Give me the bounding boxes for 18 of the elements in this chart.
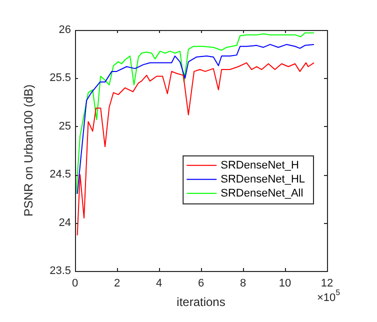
x-tick-label: 8: [240, 278, 246, 290]
legend-label: SRDenseNet_All: [220, 187, 304, 200]
x-tick-label: 6: [198, 278, 204, 290]
x-tick-label: 2: [114, 278, 120, 290]
x-tick-label: 10: [278, 278, 292, 290]
x-tick-label: 0: [72, 278, 78, 290]
y-tick-label: 23.5: [50, 265, 71, 278]
x-tick-label: 12: [320, 278, 334, 290]
legend-label: SRDenseNet_H: [220, 159, 299, 172]
x-axis-title: iterations: [176, 295, 226, 310]
legend-label: SRDenseNet_HL: [220, 173, 305, 186]
y-tick-label: 24.5: [50, 168, 71, 181]
x-tick-label: 4: [156, 278, 162, 290]
y-tick-label: 26: [58, 24, 71, 36]
y-axis-title: PSNR on Urban100 (dB): [22, 84, 36, 217]
y-tick-label: 25.5: [50, 72, 71, 84]
y-tick-label: 25: [58, 120, 71, 132]
y-tick-label: 24: [58, 216, 71, 229]
